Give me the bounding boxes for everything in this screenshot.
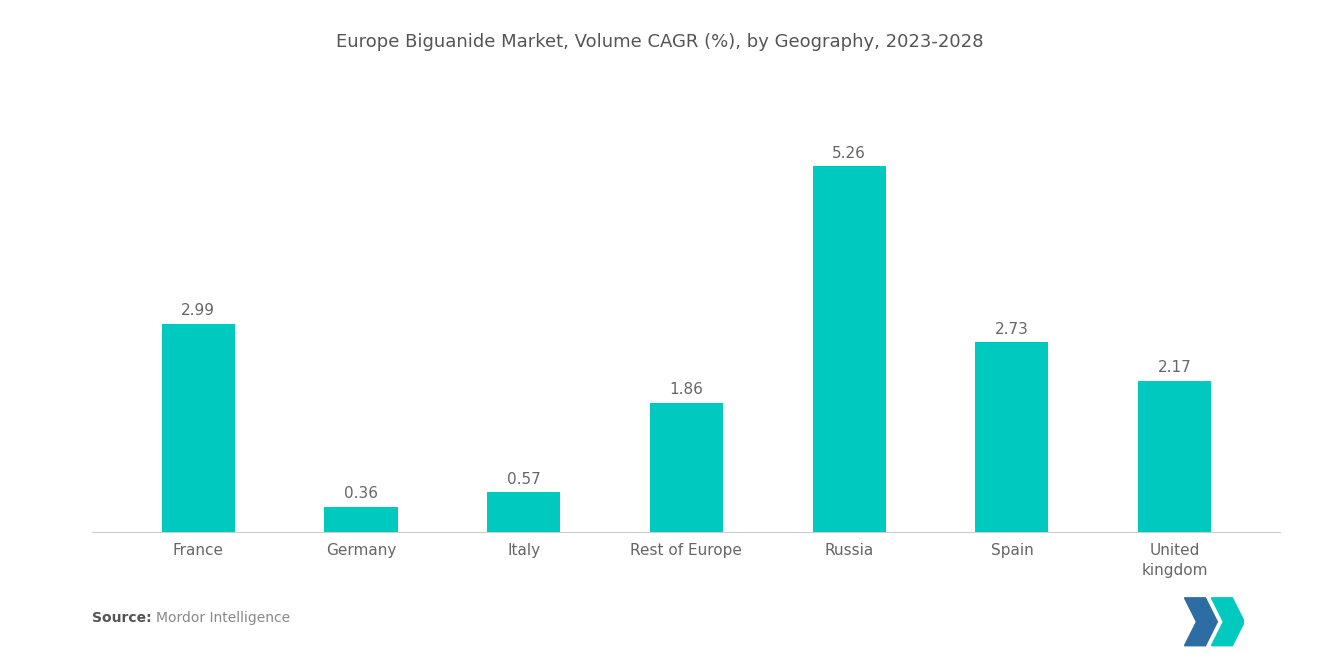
Text: 2.17: 2.17 bbox=[1158, 360, 1192, 376]
Bar bbox=[1138, 381, 1212, 532]
Bar bbox=[649, 402, 723, 532]
Text: Source:: Source: bbox=[92, 611, 152, 625]
Bar bbox=[487, 492, 560, 532]
Text: 0.57: 0.57 bbox=[507, 471, 540, 487]
Text: Mordor Intelligence: Mordor Intelligence bbox=[156, 611, 290, 625]
Bar bbox=[325, 507, 397, 532]
Text: 5.26: 5.26 bbox=[832, 146, 866, 160]
Text: 2.99: 2.99 bbox=[181, 303, 215, 319]
Text: 2.73: 2.73 bbox=[995, 321, 1028, 336]
Text: Europe Biguanide Market, Volume CAGR (%), by Geography, 2023-2028: Europe Biguanide Market, Volume CAGR (%)… bbox=[337, 33, 983, 51]
Text: 0.36: 0.36 bbox=[345, 486, 378, 501]
Polygon shape bbox=[1184, 598, 1217, 646]
Polygon shape bbox=[1212, 598, 1245, 646]
Bar bbox=[161, 324, 235, 532]
Bar bbox=[975, 342, 1048, 532]
Text: 1.86: 1.86 bbox=[669, 382, 704, 397]
Bar bbox=[813, 166, 886, 532]
